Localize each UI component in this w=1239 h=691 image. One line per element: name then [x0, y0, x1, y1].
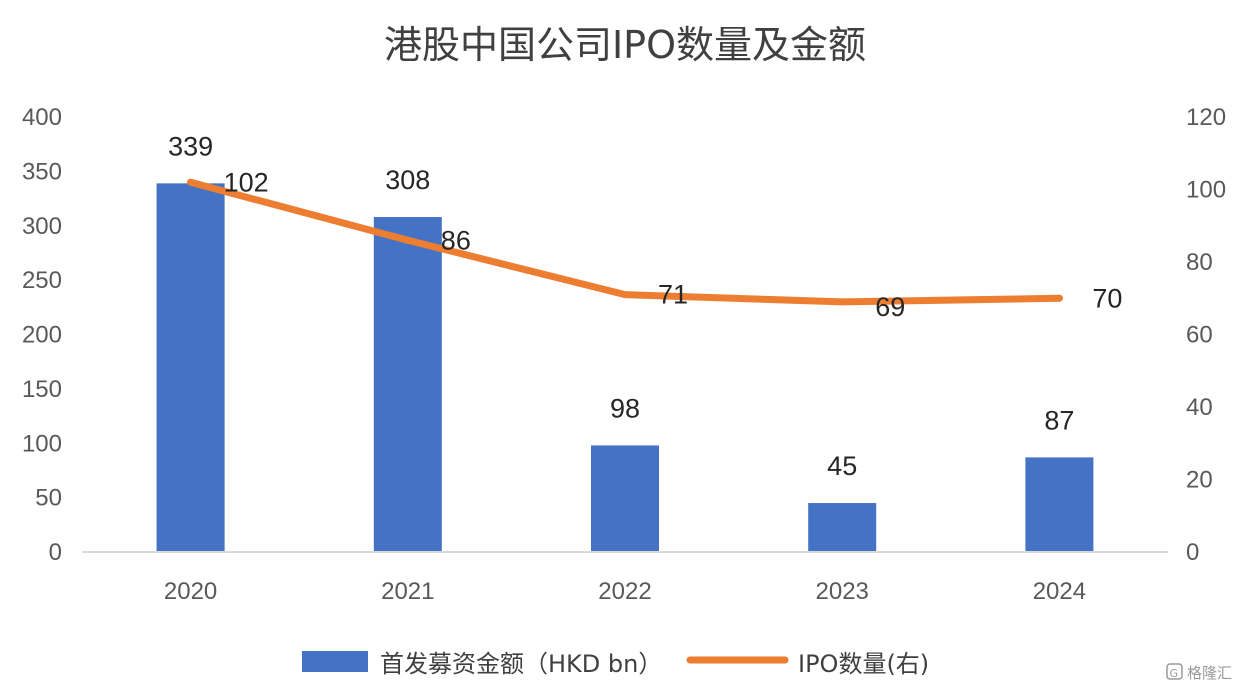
line-point: [621, 291, 629, 299]
line-point: [838, 298, 846, 306]
bar-value-label: 98: [610, 393, 640, 423]
bar-value-label: 45: [827, 451, 857, 481]
bars: [156, 183, 1094, 553]
watermark-logo-letter: G: [1170, 667, 1179, 680]
right-tick-label: 120: [1186, 104, 1226, 131]
bar: [1025, 457, 1094, 552]
chart-title: 港股中国公司IPO数量及金额: [384, 23, 866, 67]
bar-value-label: 339: [168, 131, 213, 161]
category-label: 2022: [598, 578, 651, 605]
left-tick-label: 50: [35, 485, 62, 512]
ipo-count-line: [187, 178, 1063, 306]
line-value-label: 71: [658, 280, 688, 310]
bar-data-labels: 339 308 98 45 87: [168, 131, 1074, 481]
bar: [373, 217, 442, 553]
line-point: [1055, 294, 1063, 302]
left-axis-ticks: 0 50 100 150 200 250 300 350 400: [22, 104, 62, 566]
bar: [156, 183, 225, 552]
right-tick-label: 60: [1186, 322, 1213, 349]
category-label: 2024: [1033, 578, 1086, 605]
left-tick-label: 350: [22, 158, 62, 185]
logo-g-icon: [1166, 663, 1183, 680]
bar-value-label: 308: [385, 165, 430, 195]
line-value-label: 102: [224, 167, 269, 197]
left-tick-label: 100: [22, 430, 62, 457]
line-series: [187, 178, 1063, 306]
bar-value-label: 87: [1044, 405, 1074, 435]
line-point: [404, 236, 412, 244]
line-point: [187, 178, 195, 186]
legend-line-label: IPO数量(右): [798, 650, 929, 678]
right-tick-label: 40: [1186, 394, 1213, 421]
line-value-label: 70: [1092, 283, 1122, 313]
watermark: G 格隆汇: [1166, 663, 1232, 682]
left-tick-label: 0: [49, 539, 62, 566]
bar: [591, 445, 659, 552]
category-label: 2020: [164, 578, 217, 605]
watermark-text: 格隆汇: [1187, 664, 1232, 682]
left-tick-label: 400: [22, 104, 62, 131]
legend: 首发募资金额（HKD bn） IPO数量(右): [302, 650, 929, 678]
line-value-label: 86: [441, 225, 471, 255]
left-tick-label: 200: [22, 322, 62, 349]
legend-bar-swatch: [302, 651, 368, 672]
line-data-labels: 102 86 71 69 70: [224, 167, 1123, 322]
right-tick-label: 0: [1186, 539, 1199, 566]
right-tick-label: 80: [1186, 249, 1213, 276]
right-tick-label: 20: [1186, 467, 1213, 494]
left-tick-label: 250: [22, 267, 62, 294]
legend-bar-label: 首发募资金额（HKD bn）: [380, 650, 662, 678]
left-tick-label: 300: [22, 213, 62, 240]
bar: [808, 503, 877, 552]
right-tick-label: 100: [1186, 177, 1226, 204]
category-label: 2023: [816, 578, 869, 605]
line-value-label: 69: [875, 292, 905, 322]
category-label: 2021: [381, 578, 434, 605]
right-axis-ticks: 0 20 40 60 80 100 120: [1186, 104, 1226, 566]
category-labels: 2020 2021 2022 2023 2024: [164, 578, 1086, 605]
left-tick-label: 150: [22, 376, 62, 403]
